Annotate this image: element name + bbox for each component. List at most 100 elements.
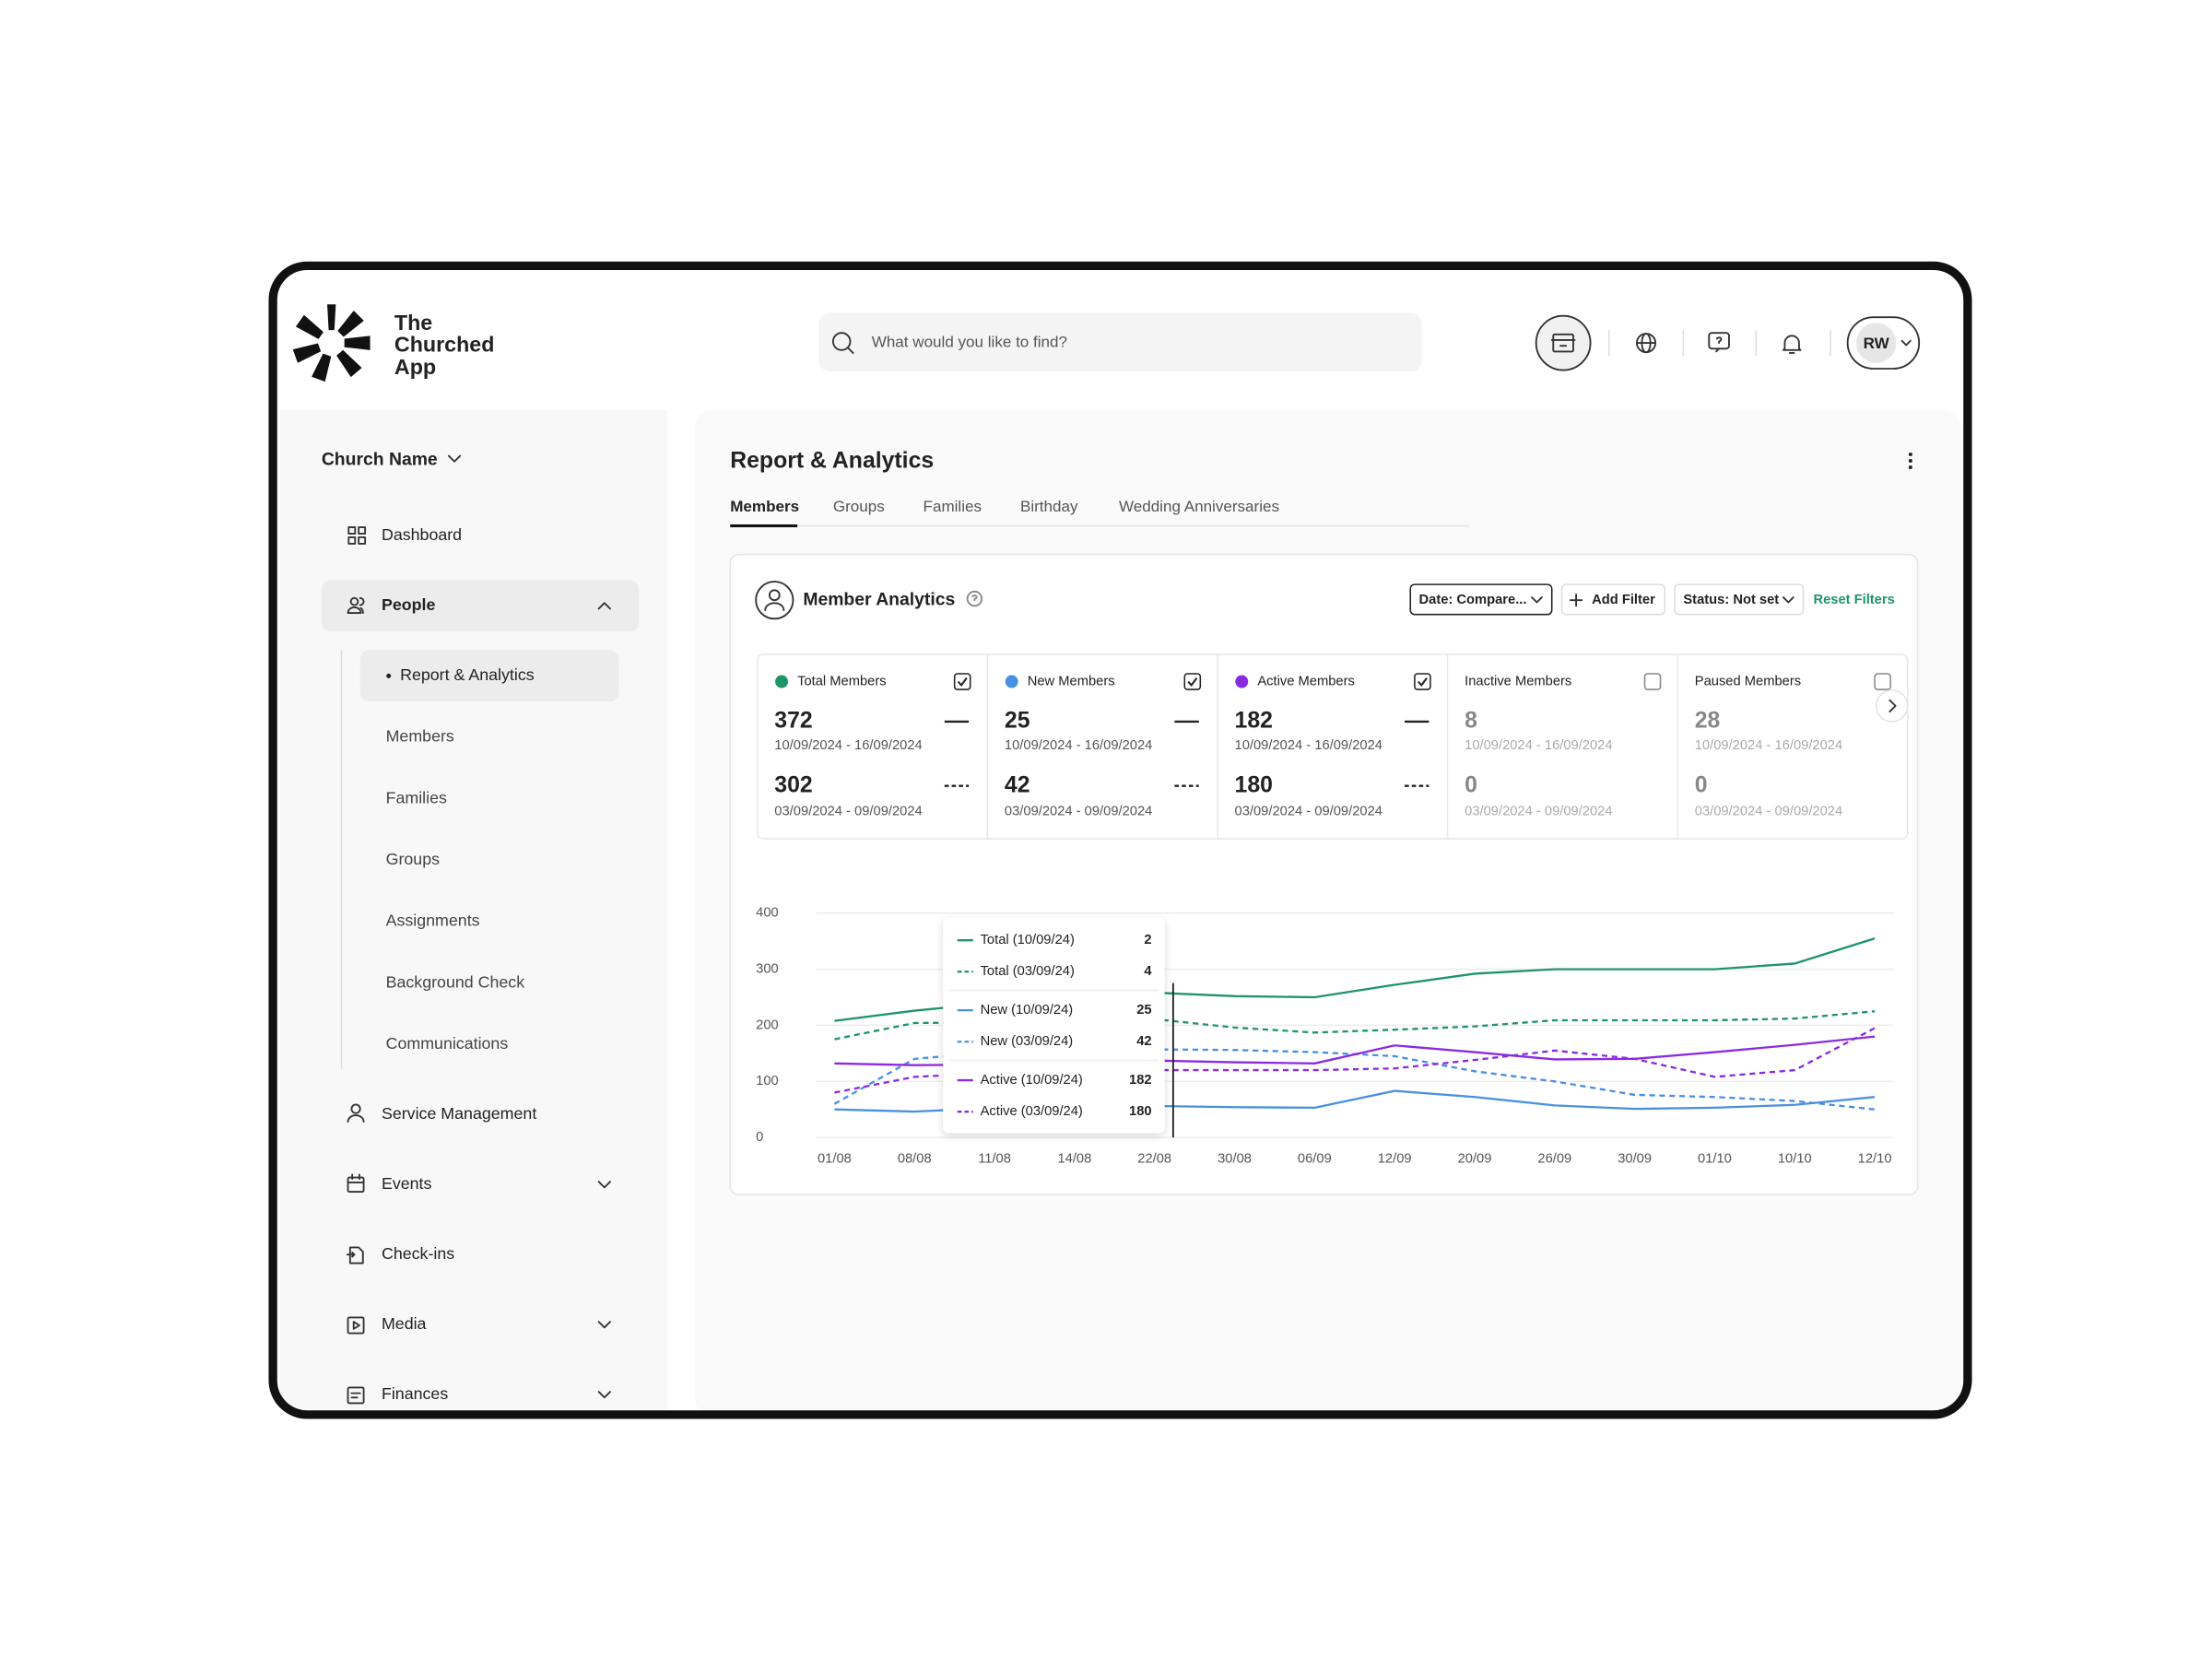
stat-current: 8 [1465,708,1477,733]
stat-current-range: 10/09/2024 - 16/09/2024 [1465,738,1612,753]
logo-text: The [394,311,432,335]
stat-current-range: 10/09/2024 - 16/09/2024 [1695,738,1842,753]
globe-button[interactable] [1636,333,1657,354]
active-nav-bg [321,580,640,632]
stat-name: New Members [1028,674,1115,688]
church-selector[interactable]: Church Name [322,449,438,469]
active-subnav-bg [359,650,619,702]
header-separators [1607,330,1831,357]
nav-item[interactable]: People [382,595,435,614]
notifications-button[interactable] [1782,335,1802,354]
x-tick-label: 14/08 [1057,1151,1091,1166]
checkmark [957,677,968,687]
tab[interactable]: Groups [833,498,885,515]
date-filter[interactable] [1409,583,1553,616]
chevron [1888,699,1897,713]
stat-dot [775,675,789,688]
stat-name: Paused Members [1695,674,1801,688]
nav-item[interactable]: Media [382,1314,427,1333]
line-chart: 0 100 200 300 400 01/08 08/08 11/08 14/08 22/08 30… [756,906,1894,1166]
stats-row [756,653,1909,840]
tab[interactable]: Members [730,498,799,515]
subnav-item[interactable]: Families [386,788,447,806]
nav-item[interactable]: Dashboard [382,525,462,544]
logo-text: Churched [394,332,495,356]
sidebar-panel [279,409,668,1415]
stat-current: 182 [1235,708,1273,733]
x-tick-label: 12/09 [1378,1151,1412,1166]
subnav-item[interactable]: Communications [386,1034,509,1053]
reset-filters[interactable]: Reset Filters [1813,593,1894,607]
chevron [1531,596,1543,604]
chevron [1900,339,1912,347]
x-tick-label: 20/09 [1458,1151,1492,1166]
x-tick-label: 26/09 [1537,1151,1571,1166]
y-tick-label: 100 [756,1074,779,1088]
tooltip-value: 180 [1129,1104,1152,1119]
stat-checkbox[interactable] [1414,673,1431,690]
search-placeholder: What would you like to find? [872,334,1067,351]
stat-checkbox[interactable] [1874,673,1891,690]
logo[interactable] [292,304,371,382]
tooltip-value: 4 [1144,964,1152,979]
subnav-item[interactable]: Report & Analytics [400,665,535,684]
stat-current: 372 [774,708,812,733]
bullet [386,673,392,678]
nav-item[interactable]: Events [382,1174,432,1193]
nav-icons [346,526,611,1405]
stat-current-range: 10/09/2024 - 16/09/2024 [774,738,922,753]
stat-previous: 0 [1465,772,1477,797]
stat-checkbox[interactable] [1183,673,1202,690]
search-icon [831,332,854,354]
checkmark [1187,677,1198,687]
stat-name: Total Members [797,674,887,688]
nav-item[interactable]: Finances [382,1384,448,1403]
stat-previous-range: 03/09/2024 - 09/09/2024 [1235,805,1382,819]
x-tick-label: 11/08 [978,1151,1011,1166]
card-icon [755,581,794,620]
stat-previous-range: 03/09/2024 - 09/09/2024 [1695,805,1842,819]
stat-previous-range: 03/09/2024 - 09/09/2024 [1465,805,1612,819]
subnav-item[interactable]: Background Check [386,972,525,991]
help-chat-button[interactable] [1708,332,1730,353]
search-box[interactable] [818,312,1422,372]
device-frame [268,261,1972,1419]
tooltip-label: New (10/09/24) [981,1003,1074,1018]
x-tick-label: 30/08 [1218,1151,1252,1166]
next-stats-button[interactable] [1875,689,1909,723]
logo-text: App [394,355,436,379]
tab[interactable]: Families [924,498,982,515]
subnav-item[interactable]: Members [386,727,454,746]
chevron [1782,596,1794,604]
y-tick-label: 200 [756,1018,779,1032]
card-title: Member Analytics [803,589,955,609]
stat-dot [1005,675,1018,688]
tooltip-value: 2 [1144,933,1151,947]
store-button[interactable] [1535,314,1592,371]
tooltip-label: Active (10/09/24) [981,1073,1083,1088]
tooltip-value: 182 [1129,1073,1152,1088]
stat-name: Active Members [1257,674,1355,688]
subnav-item[interactable]: Assignments [386,912,480,930]
add-filter[interactable] [1560,583,1665,616]
status-filter[interactable] [1674,583,1805,616]
help-icon[interactable] [966,590,983,607]
subnav-item[interactable]: Groups [386,850,441,868]
tab[interactable]: Birthday [1020,498,1078,515]
stat-checkbox[interactable] [953,673,971,690]
nav-item[interactable]: Check-ins [382,1244,454,1263]
y-tick-label: 400 [756,906,779,921]
tooltip-label: Active (03/09/24) [981,1104,1083,1119]
x-tick-label: 10/10 [1778,1151,1812,1166]
avatar-initials: RW [1864,335,1890,352]
x-tick-label: 06/09 [1298,1151,1332,1166]
stat-current-range: 10/09/2024 - 16/09/2024 [1235,738,1382,753]
chevron [447,454,462,463]
stat-current: 28 [1695,708,1721,733]
tab[interactable]: Wedding Anniversaries [1119,498,1279,515]
stat-checkbox[interactable] [1643,673,1662,690]
nav-item[interactable]: Service Management [382,1104,536,1123]
more-menu[interactable] [1908,453,1912,469]
tooltip-value: 25 [1136,1003,1151,1018]
